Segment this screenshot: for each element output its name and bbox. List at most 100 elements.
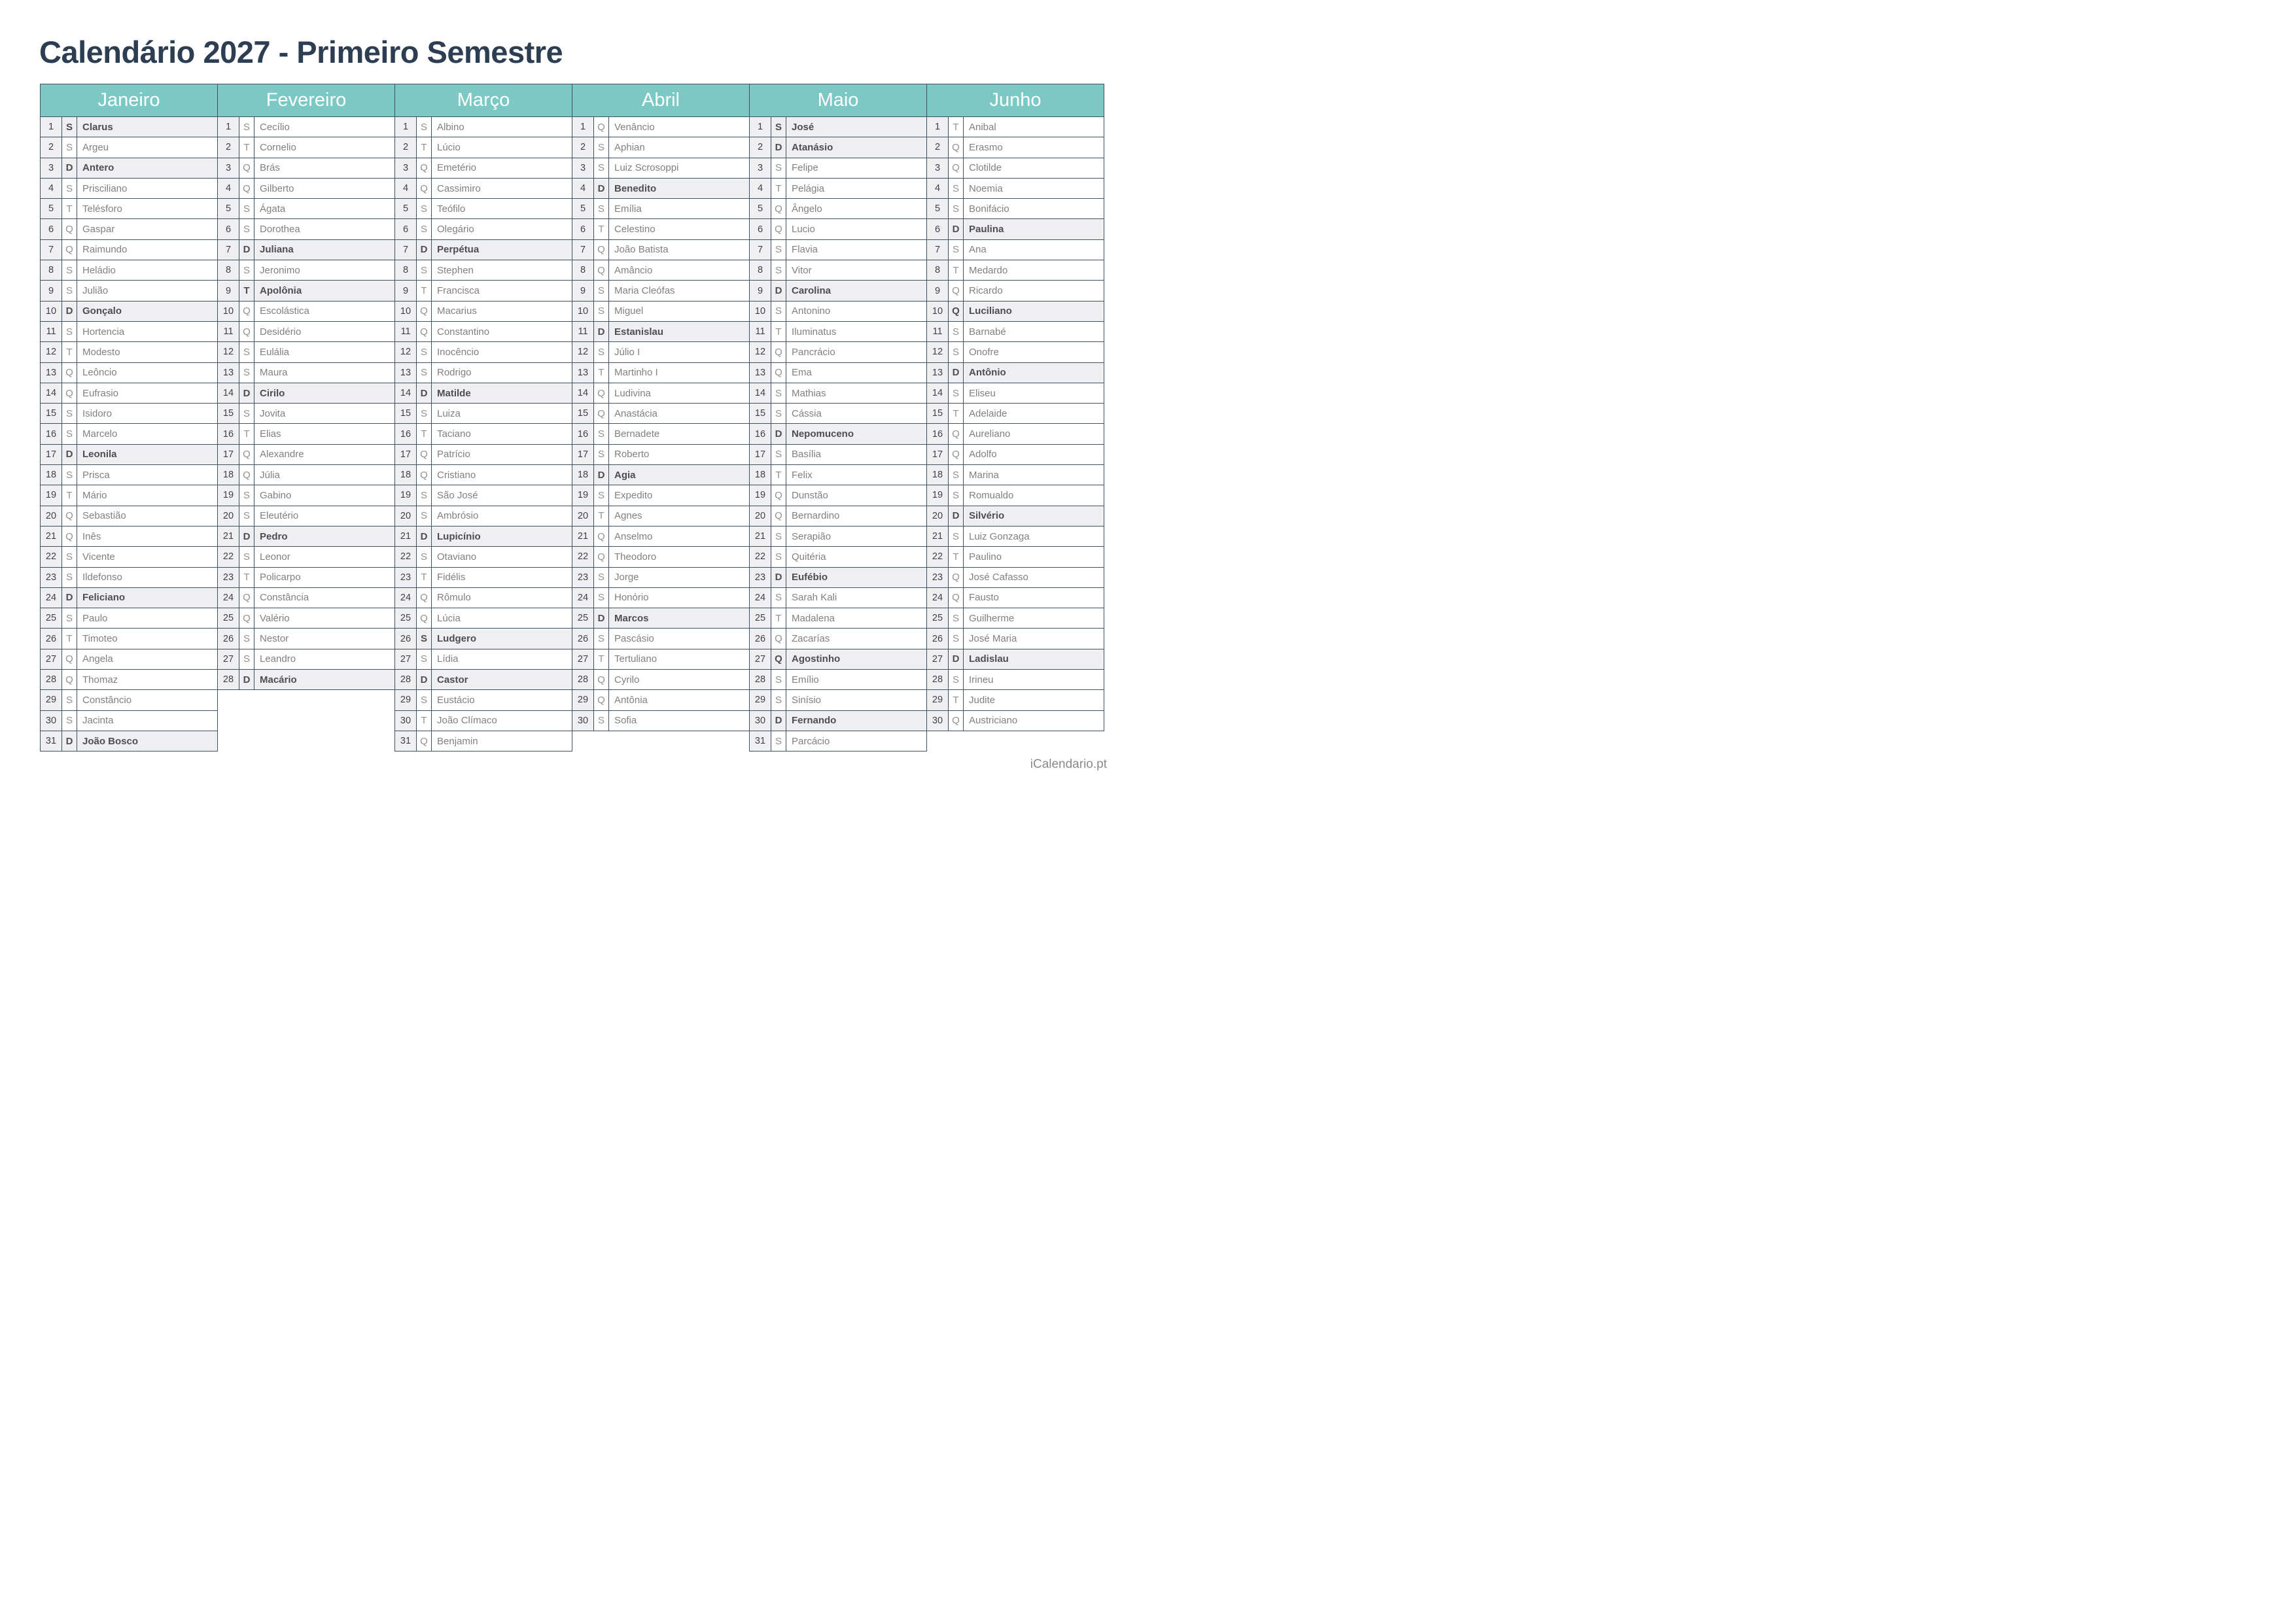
saint-name: Tertuliano xyxy=(614,653,657,665)
saint-name: Vicente xyxy=(82,551,115,562)
weekday-letter: D xyxy=(417,526,432,547)
day-row: 4 S Prisciliano xyxy=(41,178,217,199)
weekday-letter: Q xyxy=(949,137,964,158)
saint-name: Ildefonso xyxy=(82,572,122,583)
weekday-letter: Q xyxy=(949,710,964,731)
weekday-letter: D xyxy=(417,670,432,690)
day-number: 30 xyxy=(572,710,594,731)
day-row: 5 S Teófilo xyxy=(395,199,572,220)
weekday-letter: S xyxy=(594,587,609,608)
saint-name: Perpétua xyxy=(437,244,480,256)
day-row: 15 S Isidoro xyxy=(41,404,217,424)
day-row: 19 T Mário xyxy=(41,485,217,506)
weekday-letter: Q xyxy=(239,465,254,485)
saint-name: Lucio xyxy=(792,224,815,235)
weekday-letter: Q xyxy=(417,731,432,752)
day-row: 6 T Celestino xyxy=(572,219,749,240)
saint-name: Dunstão xyxy=(792,489,828,501)
day-number: 16 xyxy=(41,424,62,444)
saint-name: Medardo xyxy=(969,264,1008,276)
weekday-letter: T xyxy=(771,608,786,629)
day-number: 24 xyxy=(750,587,771,608)
weekday-letter: S xyxy=(239,629,254,649)
saint-name: Anibal xyxy=(969,121,996,133)
weekday-letter: S xyxy=(594,485,609,506)
day-row: 24 Q Fausto xyxy=(927,587,1104,609)
day-number: 10 xyxy=(927,301,949,321)
day-number: 27 xyxy=(572,649,594,670)
day-row: 14 D Cirilo xyxy=(218,383,394,404)
weekday-letter: S xyxy=(594,281,609,301)
weekday-letter: S xyxy=(62,404,77,424)
month-header: Fevereiro xyxy=(218,84,394,117)
saint-name: Iluminatus xyxy=(792,326,837,337)
day-number: 19 xyxy=(395,485,417,506)
day-row: 10 Q Escolástica xyxy=(218,301,394,322)
saint-name: Angela xyxy=(82,653,113,665)
saint-name: Bernadete xyxy=(614,428,660,440)
weekday-letter: Q xyxy=(239,608,254,629)
month-header: Maio xyxy=(750,84,926,117)
day-number: 28 xyxy=(218,670,239,690)
day-number: 11 xyxy=(41,321,62,342)
day-row: 31 S Parcácio xyxy=(750,731,926,752)
day-row: 3 S Felipe xyxy=(750,158,926,179)
day-number: 13 xyxy=(927,362,949,383)
day-number: 21 xyxy=(41,526,62,547)
saint-name: Cornelio xyxy=(260,141,296,153)
weekday-letter: Q xyxy=(949,158,964,178)
saint-name: Gaspar xyxy=(82,224,115,235)
icalendario-credit-link[interactable]: iCalendario.pt xyxy=(1030,757,1107,771)
day-row: 17 Q Adolfo xyxy=(927,444,1104,466)
day-number: 18 xyxy=(218,465,239,485)
saint-name: Prisca xyxy=(82,469,110,481)
day-number: 26 xyxy=(927,629,949,649)
saint-name: Mathias xyxy=(792,387,826,399)
weekday-letter: Q xyxy=(62,383,77,404)
day-row: 29 S Sinísio xyxy=(750,690,926,711)
day-number: 25 xyxy=(572,608,594,629)
weekday-letter: D xyxy=(62,587,77,608)
saint-name: Hortencia xyxy=(82,326,125,337)
saint-name: Zacarías xyxy=(792,633,830,645)
day-number: 3 xyxy=(218,158,239,178)
day-row: 12 S Inocêncio xyxy=(395,342,572,363)
saint-name: Luiz Scrosoppi xyxy=(614,162,679,174)
day-row: 23 T Policarpo xyxy=(218,567,394,588)
weekday-letter: S xyxy=(62,547,77,567)
month-fevereiro: Fevereiro 1 S Cecílio 2 T Cornelio 3 Q Brás 4 Q Gilb… xyxy=(217,84,395,691)
weekday-letter: Q xyxy=(62,219,77,239)
day-number: 20 xyxy=(41,506,62,526)
weekday-letter: S xyxy=(771,158,786,178)
day-number: 6 xyxy=(395,219,417,239)
day-number: 20 xyxy=(572,506,594,526)
month-header: Janeiro xyxy=(41,84,217,117)
day-number: 27 xyxy=(218,649,239,670)
weekday-letter: S xyxy=(771,690,786,710)
day-number: 24 xyxy=(927,587,949,608)
saint-name: Celestino xyxy=(614,224,656,235)
day-row: 6 Q Gaspar xyxy=(41,219,217,240)
day-number: 30 xyxy=(927,710,949,731)
weekday-letter: Q xyxy=(594,690,609,710)
day-row: 11 D Estanislau xyxy=(572,321,749,343)
day-number: 29 xyxy=(750,690,771,710)
saint-name: Telésforo xyxy=(82,203,122,215)
saint-name: Leonor xyxy=(260,551,290,562)
saint-name: Barnabé xyxy=(969,326,1006,337)
day-row: 5 S Ágata xyxy=(218,199,394,220)
weekday-letter: S xyxy=(417,117,432,137)
day-row: 14 S Mathias xyxy=(750,383,926,404)
saint-name: Roberto xyxy=(614,449,650,460)
day-number: 28 xyxy=(572,670,594,690)
day-number: 1 xyxy=(41,117,62,137)
day-row: 1 S Cecílio xyxy=(218,117,394,138)
day-row: 9 T Apolônia xyxy=(218,281,394,302)
saint-name: Ricardo xyxy=(969,285,1003,297)
day-row: 21 S Serapião xyxy=(750,526,926,547)
saint-name: Ema xyxy=(792,367,812,379)
day-number: 18 xyxy=(750,465,771,485)
saint-name: Agostinho xyxy=(792,653,841,665)
weekday-letter: S xyxy=(594,158,609,178)
day-number: 11 xyxy=(395,321,417,342)
